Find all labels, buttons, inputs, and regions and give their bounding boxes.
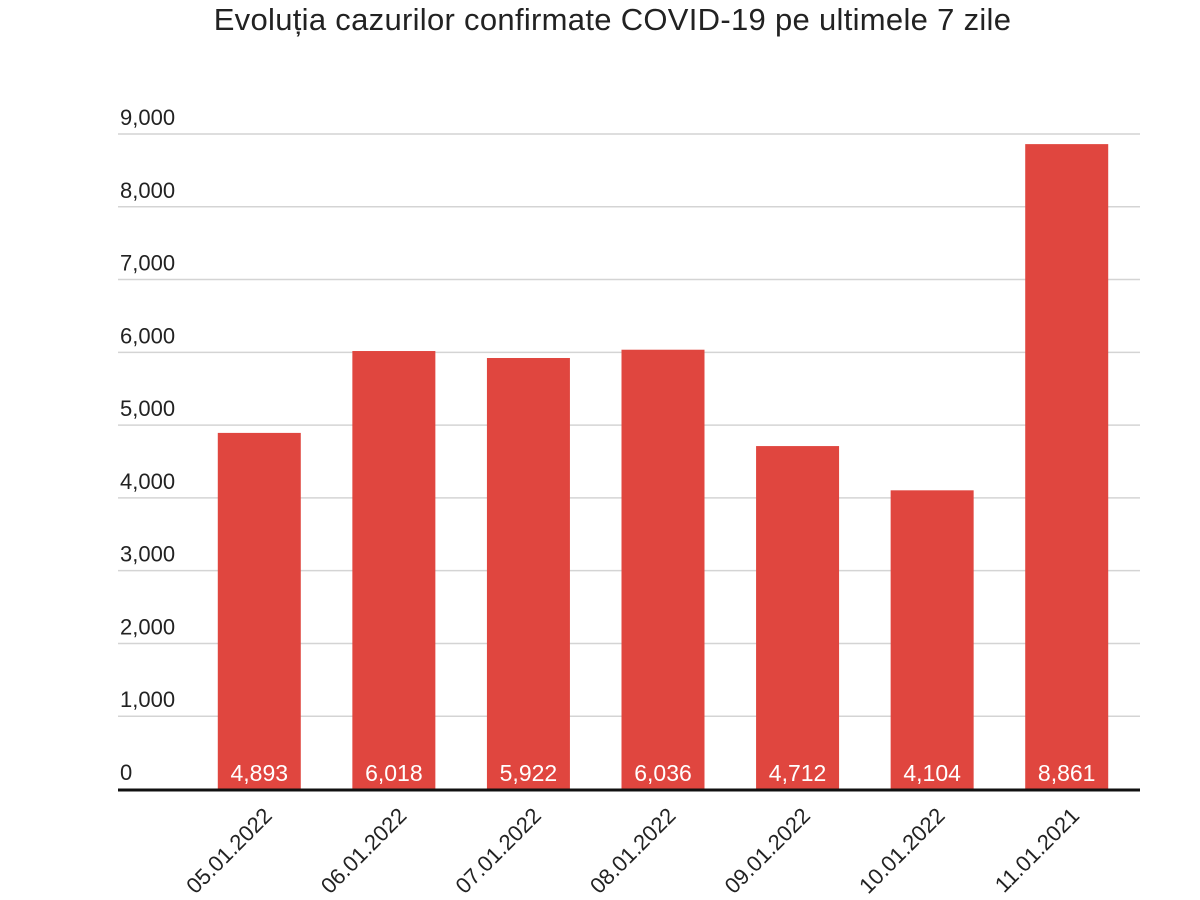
bar [890, 490, 974, 789]
data-label: 6,018 [365, 760, 423, 786]
bar [217, 432, 301, 789]
y-tick-label: 0 [120, 760, 132, 785]
x-tick-label: 06.01.2022 [316, 803, 412, 899]
x-tick-label: 08.01.2022 [585, 803, 681, 899]
bar [1025, 144, 1109, 790]
y-tick-label: 1,000 [120, 687, 175, 712]
bar [756, 446, 840, 789]
y-tick-label: 8,000 [120, 178, 175, 203]
y-tick-label: 3,000 [120, 542, 175, 567]
bar [621, 349, 705, 789]
y-tick-label: 4,000 [120, 469, 175, 494]
y-tick-label: 6,000 [120, 323, 175, 348]
data-label: 8,861 [1038, 760, 1096, 786]
data-label: 5,922 [500, 760, 558, 786]
bar [486, 358, 570, 789]
bar [352, 351, 436, 789]
x-tick-label: 07.01.2022 [450, 803, 546, 899]
x-tick-label: 05.01.2022 [181, 803, 277, 899]
data-label: 4,104 [903, 760, 961, 786]
y-tick-label: 2,000 [120, 614, 175, 639]
y-tick-label: 9,000 [120, 105, 175, 130]
x-tick-label: 11.01.2021 [990, 803, 1084, 897]
data-label: 6,036 [634, 760, 692, 786]
x-tick-label: 10.01.2022 [854, 803, 950, 899]
y-tick-label: 5,000 [120, 396, 175, 421]
chart-title: Evoluția cazurilor confirmate COVID-19 p… [213, 2, 1012, 37]
x-tick-label: 09.01.2022 [720, 803, 816, 899]
y-tick-label: 7,000 [120, 251, 175, 276]
data-label: 4,712 [769, 760, 827, 786]
data-label: 4,893 [231, 760, 289, 786]
